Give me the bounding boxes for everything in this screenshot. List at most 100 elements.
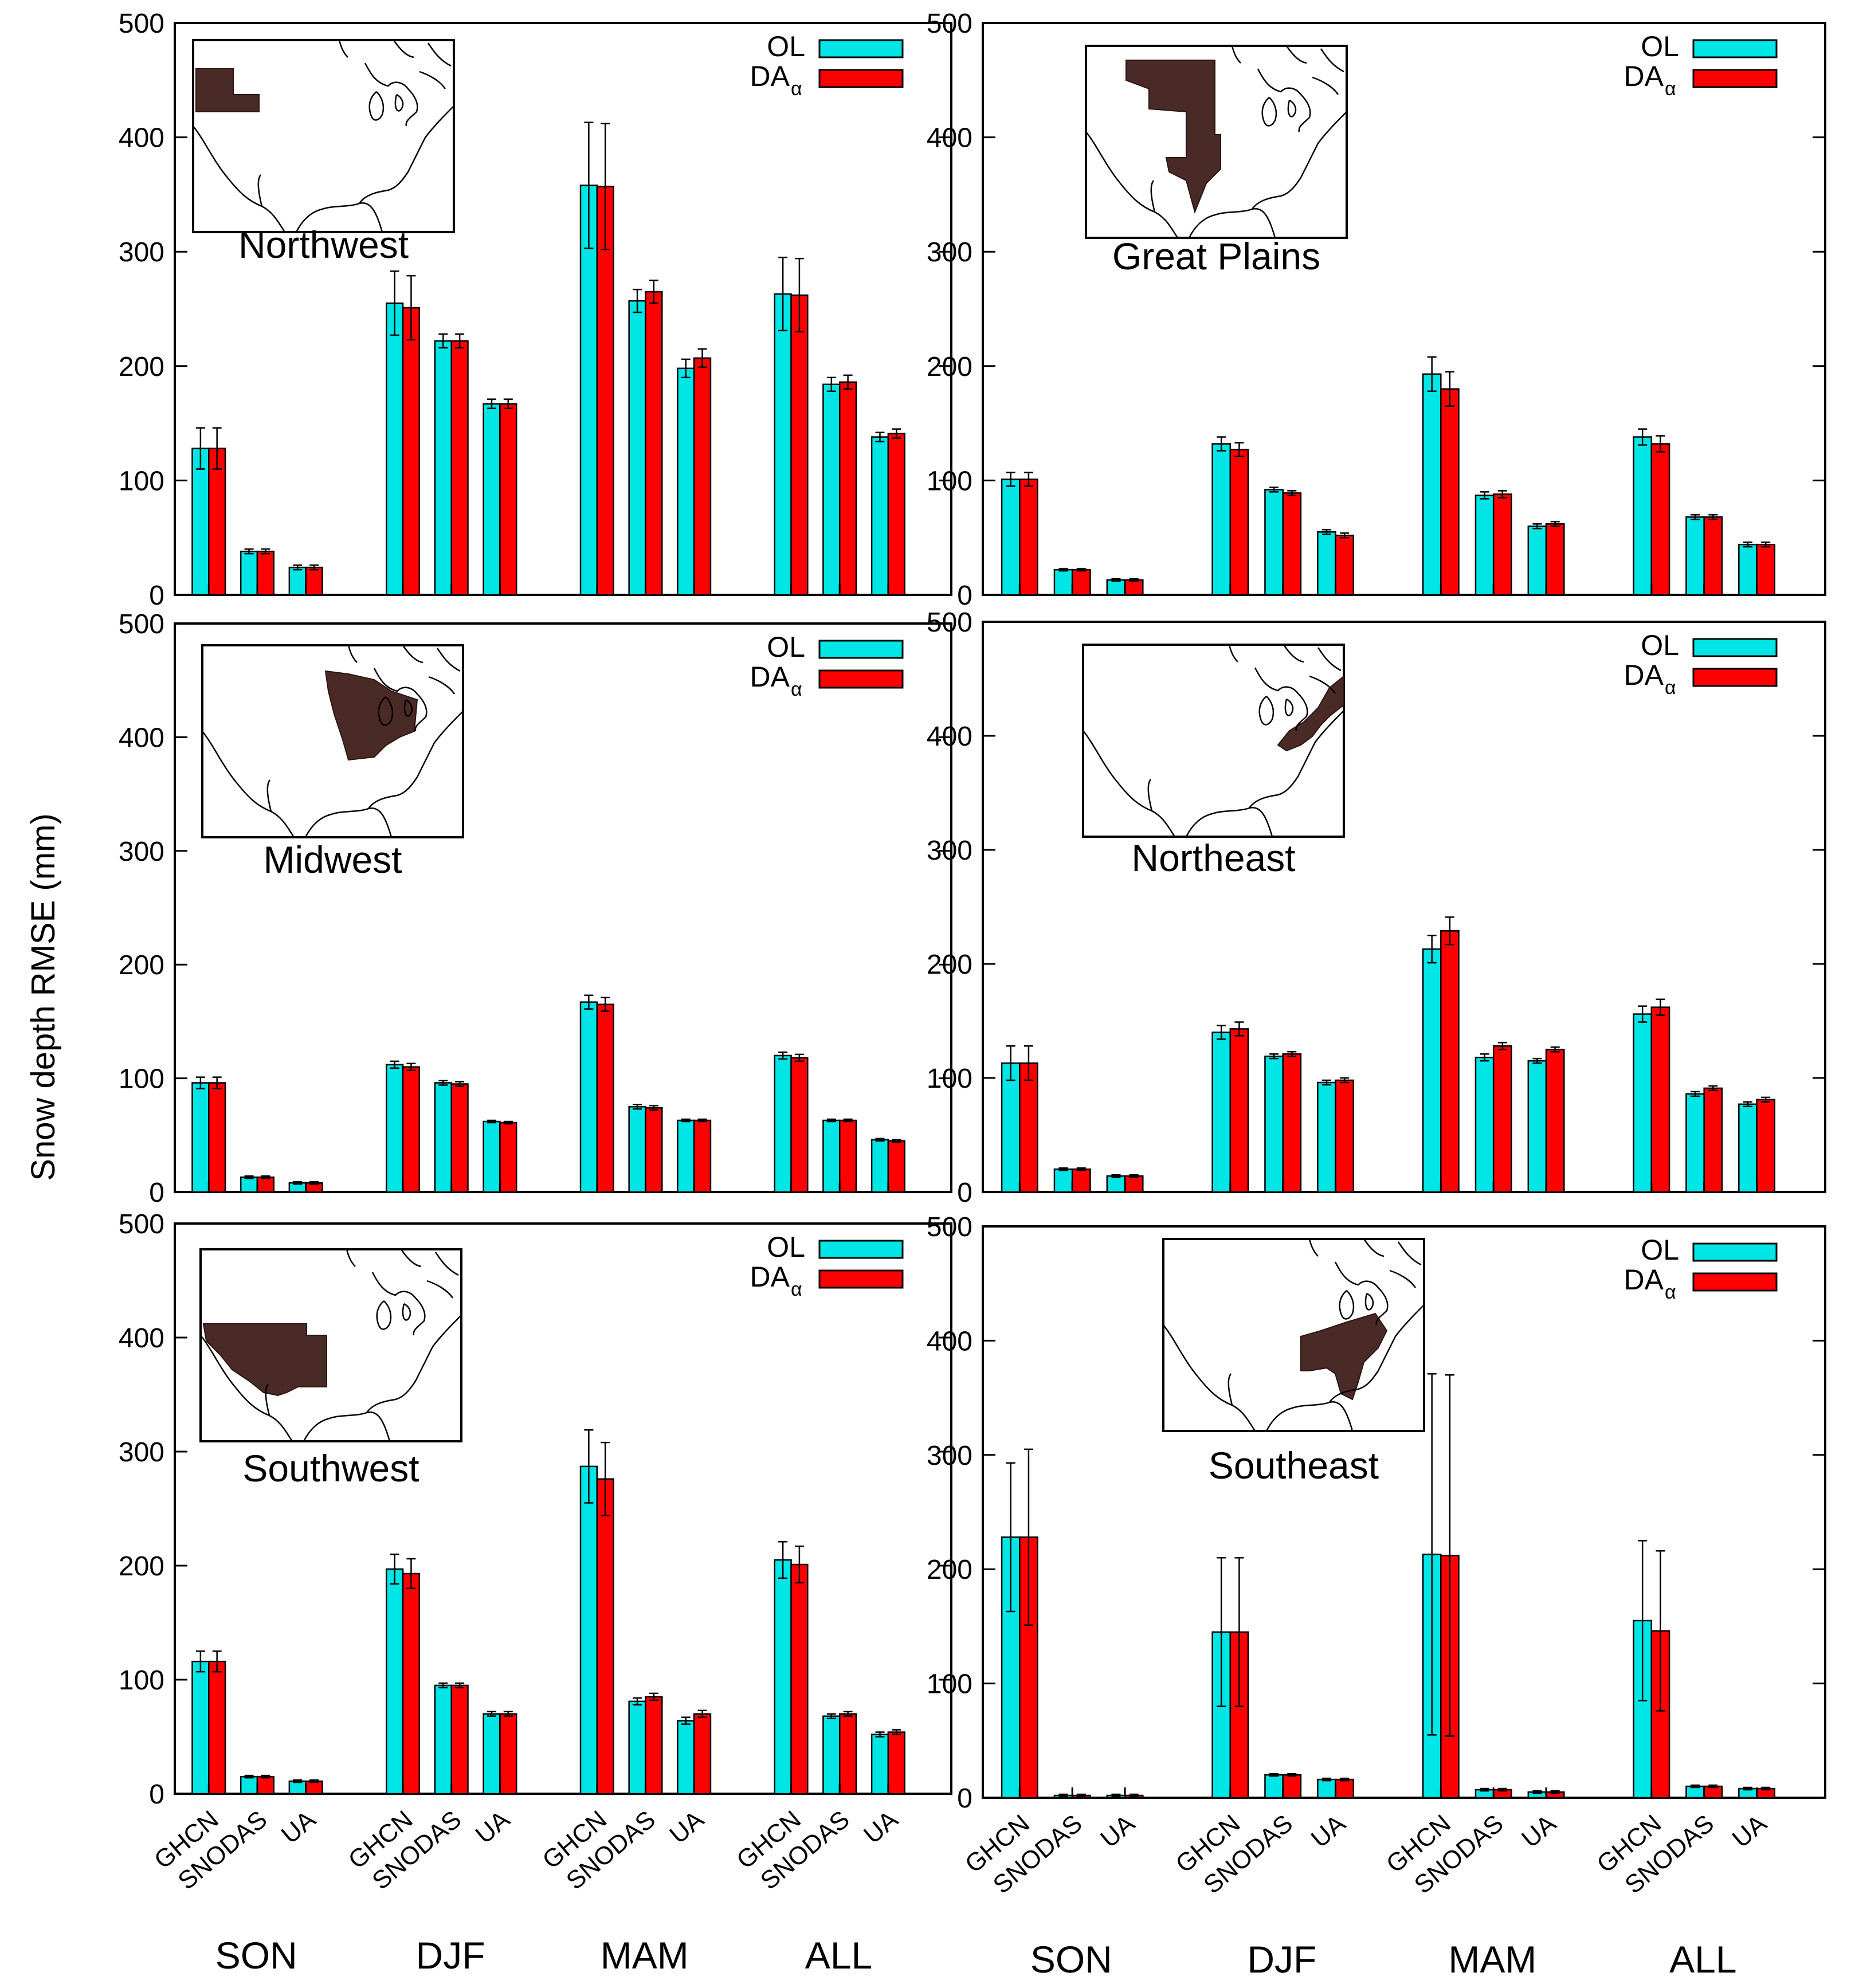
bar-ol-all-ghcn (1633, 436, 1653, 596)
season-label-all: ALL (1669, 1938, 1736, 1981)
map-coastline (1312, 76, 1339, 95)
bar-da-djf-ghcn (402, 1066, 421, 1193)
y-tick-label: 100 (927, 1064, 972, 1094)
panel-region-title: Northwest (238, 223, 409, 266)
map-coastline (1265, 1401, 1354, 1432)
bar-da-mam-ghcn (596, 1003, 614, 1193)
y-tick-label: 0 (957, 1783, 972, 1814)
map-coastline (1147, 779, 1153, 811)
bar-ol-djf-ghcn (385, 1064, 404, 1193)
y-tick-label: 100 (119, 1064, 164, 1095)
map-coastline (346, 1249, 356, 1267)
bar-da-djf-snodas (450, 340, 469, 596)
map-coastline (266, 779, 272, 812)
season-label-djf: DJF (1247, 1938, 1316, 1981)
map-coastline (366, 1315, 462, 1413)
legend-label-ol: OL (767, 30, 805, 62)
y-tick-label: 0 (957, 1178, 972, 1208)
map-coastline (1251, 111, 1347, 210)
y-tick-label: 500 (927, 9, 972, 39)
legend-label-da-subscript: α (791, 1279, 802, 1300)
legend-swatch-da (818, 1269, 904, 1289)
bar-da-djf-snodas (450, 1684, 469, 1795)
map-coastline (1364, 1292, 1374, 1311)
bar-ol-djf-ua (1317, 531, 1336, 596)
bar-da-all-snodas (838, 1713, 857, 1795)
bar-ol-all-ghcn (1633, 1013, 1653, 1193)
map-coastline (1285, 45, 1307, 64)
bar-ol-mam-ua (1527, 1060, 1547, 1193)
legend-label-da-subscript: α (791, 78, 802, 100)
region-highlight (324, 670, 418, 761)
region-map-inset (199, 1248, 462, 1442)
bar-da-son-ghcn (1019, 479, 1038, 596)
bar-da-mam-ghcn (596, 186, 614, 596)
map-coastline (402, 1303, 411, 1321)
bar-ol-mam-snodas (628, 1700, 646, 1795)
bar-ol-son-snodas (240, 1775, 258, 1795)
bar-da-djf-ghcn (402, 307, 421, 596)
bar-da-djf-snodas (450, 1083, 469, 1193)
bar-da-son-snodas (1071, 1168, 1091, 1193)
bar-da-mam-snodas (645, 291, 663, 596)
y-tick-label: 500 (119, 9, 164, 39)
map-coastline (1363, 1238, 1385, 1257)
y-tick-label: 100 (927, 1669, 972, 1700)
x-category-label-ua: UA (1516, 1809, 1562, 1853)
bar-ol-djf-ghcn (1211, 443, 1232, 596)
legend-label-da-subscript: α (1665, 677, 1676, 699)
region-highlight (202, 1323, 327, 1397)
bar-da-son-snodas (256, 1775, 275, 1795)
y-tick-label: 200 (119, 1551, 164, 1582)
region-map-inset (1082, 644, 1345, 838)
bar-ol-all-ua (870, 436, 889, 596)
bar-da-mam-snodas (1492, 493, 1512, 596)
map-coastline (1261, 97, 1277, 127)
y-tick-label: 400 (927, 1326, 972, 1356)
bar-da-djf-ua (1335, 534, 1355, 596)
legend-label-da: DA (750, 661, 790, 693)
bar-ol-all-snodas (822, 383, 841, 596)
bar-ol-djf-snodas (1264, 489, 1284, 596)
bar-da-djf-ghcn (402, 1573, 421, 1795)
map-coastline (403, 699, 413, 717)
bar-da-mam-snodas (645, 1696, 663, 1795)
bar-ol-djf-ua (483, 1713, 501, 1795)
season-label-son: SON (215, 1934, 297, 1977)
bar-da-all-ua (887, 1731, 905, 1795)
y-tick-label: 100 (927, 466, 972, 496)
legend-label-ol: OL (767, 1231, 805, 1263)
map-coastline (1317, 647, 1342, 672)
bar-da-son-ua (1124, 579, 1144, 596)
map-coastline (434, 1252, 459, 1276)
legend-swatch-da (818, 669, 904, 689)
season-label-all: ALL (805, 1934, 872, 1977)
y-tick-label: 400 (119, 1323, 164, 1354)
legend-label-ol: OL (767, 631, 805, 663)
legend-swatch-ol (1692, 1242, 1778, 1262)
bar-ol-son-snodas (1053, 1168, 1073, 1193)
bar-ol-djf-ua (483, 403, 501, 596)
map-coastline (1185, 807, 1273, 837)
bar-da-all-ghcn (790, 1563, 809, 1795)
y-tick-label: 500 (927, 607, 972, 638)
y-tick-label: 300 (119, 237, 164, 268)
bar-ol-djf-snodas (434, 1684, 452, 1795)
map-coastline (304, 807, 393, 838)
bar-da-son-ghcn (208, 1660, 226, 1795)
bar-da-mam-ua (1545, 1049, 1565, 1193)
legend-swatch-ol (818, 39, 904, 58)
y-tick-label: 500 (927, 1212, 972, 1242)
y-tick-label: 200 (927, 950, 972, 980)
bar-da-son-ghcn (208, 448, 226, 596)
bar-ol-djf-ghcn (1211, 1032, 1232, 1193)
legend-swatch-da (1692, 668, 1778, 687)
legend-swatch-da (1692, 69, 1778, 88)
season-label-djf: DJF (416, 1934, 485, 1977)
map-coastline (1334, 1261, 1389, 1326)
y-tick-label: 0 (149, 1178, 164, 1208)
